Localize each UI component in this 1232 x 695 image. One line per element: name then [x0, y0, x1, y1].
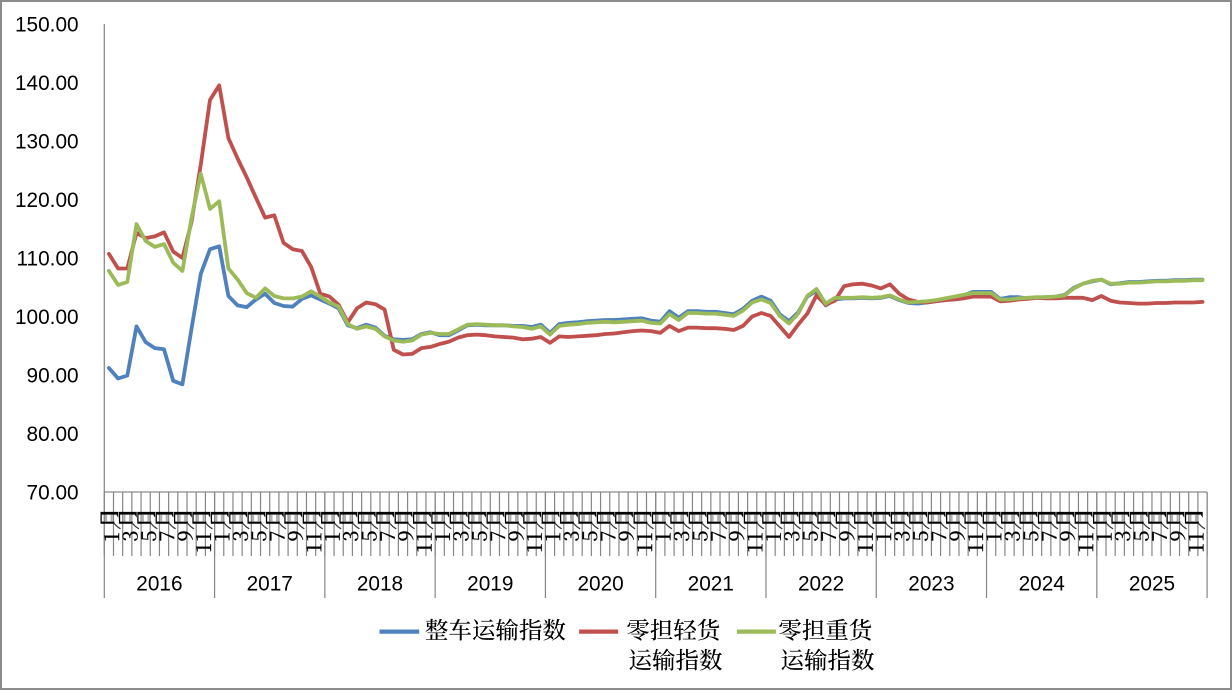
svg-text:150.00: 150.00 [15, 13, 79, 36]
svg-text:80.00: 80.00 [27, 423, 79, 446]
svg-text:130.00: 130.00 [15, 130, 79, 153]
svg-text:2016: 2016 [136, 573, 182, 596]
svg-text:90.00: 90.00 [27, 364, 79, 387]
svg-text:110.00: 110.00 [17, 247, 79, 270]
svg-text:2021: 2021 [688, 573, 734, 596]
svg-text:140.00: 140.00 [15, 72, 79, 95]
svg-text:2018: 2018 [357, 573, 403, 596]
svg-text:2023: 2023 [908, 573, 954, 596]
svg-text:2019: 2019 [467, 573, 513, 596]
svg-text:120.00: 120.00 [15, 189, 79, 212]
svg-text:2025: 2025 [1129, 573, 1175, 596]
svg-text:2020: 2020 [577, 573, 623, 596]
svg-text:2024: 2024 [1019, 573, 1065, 596]
svg-text:70.00: 70.00 [27, 481, 79, 504]
svg-text:100.00: 100.00 [15, 306, 79, 329]
svg-text:2017: 2017 [247, 573, 293, 596]
svg-text:2022: 2022 [798, 573, 844, 596]
